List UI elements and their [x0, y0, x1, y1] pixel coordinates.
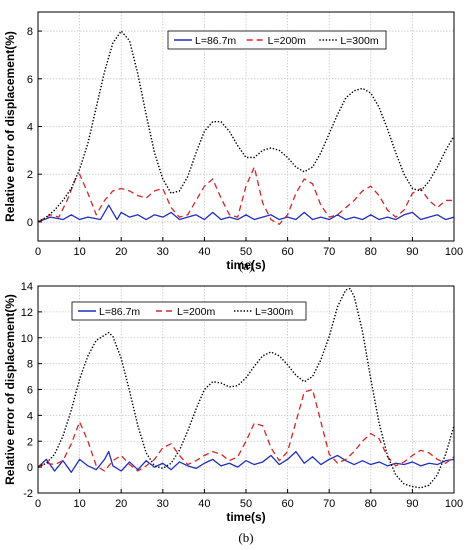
- series-line-l-86-7m: [38, 450, 454, 473]
- y-tick-label: 8: [27, 359, 33, 371]
- legend-box: [167, 30, 387, 50]
- x-tick-label: 90: [406, 246, 418, 258]
- y-ticks-b: -2 0 2 4 6 8 10 12 14: [21, 281, 42, 500]
- y-tick-label: 4: [27, 410, 33, 422]
- legend-a: L=86.7m L=200m L=300m: [167, 30, 387, 50]
- caption-a: (a): [239, 258, 253, 273]
- legend-entry: L=300m: [255, 306, 293, 318]
- x-tick-label: 60: [281, 246, 293, 258]
- series-line-l-86-7m: [38, 204, 454, 223]
- x-axis-label-a: time(s): [226, 258, 265, 272]
- y-tick-label: 6: [27, 385, 33, 397]
- x-ticks-b: 0 10 20 30 40 50 60 70 80 90 100: [35, 489, 463, 510]
- x-tick-label: 90: [406, 498, 418, 510]
- x-tick-label: 40: [198, 498, 210, 510]
- y-tick-label: 10: [21, 333, 33, 345]
- y-tick-label: 6: [27, 74, 33, 86]
- y-tick-label: 0: [27, 462, 33, 474]
- y-tick-label: 2: [27, 169, 33, 181]
- x-tick-label: 70: [323, 246, 335, 258]
- x-tick-label: 80: [365, 246, 377, 258]
- x-tick-label: 30: [157, 498, 169, 510]
- y-tick-label: 8: [27, 26, 33, 38]
- x-tick-label: 100: [445, 498, 463, 510]
- x-tick-label: 100: [445, 246, 463, 258]
- x-tick-label: 70: [323, 498, 335, 510]
- x-tick-label: 50: [240, 498, 252, 510]
- legend-b: L=86.7m L=200m L=300m: [71, 301, 307, 321]
- y-tick-label: 2: [27, 436, 33, 448]
- legend-box: [71, 301, 307, 321]
- legend-entry: L=200m: [177, 306, 215, 318]
- legend-entry: L=86.7m: [99, 306, 140, 318]
- legend-entry: L=200m: [268, 35, 306, 47]
- y-tick-label: 14: [21, 281, 33, 293]
- series-line-l-300m: [38, 30, 454, 223]
- series-line-l-200m: [38, 166, 454, 225]
- x-tick-label: 50: [240, 246, 252, 258]
- x-tick-label: 10: [73, 498, 85, 510]
- x-tick-label: 0: [35, 246, 41, 258]
- series-line-l-200m: [38, 388, 454, 472]
- legend-entry: L=86.7m: [195, 35, 236, 47]
- x-tick-label: 20: [115, 498, 127, 510]
- y-tick-label: 4: [27, 122, 33, 134]
- x-tick-label: 60: [281, 498, 293, 510]
- x-tick-label: 40: [198, 246, 210, 258]
- series-line-l-300m: [38, 287, 454, 489]
- legend-entry: L=300m: [340, 35, 378, 47]
- x-axis-label-b: time(s): [226, 510, 265, 524]
- x-tick-label: 0: [35, 498, 41, 510]
- y-axis-label-b: Relative error of displacement(%): [3, 294, 17, 485]
- x-ticks-a: 0 10 20 30 40 50 60 70 80 90 100: [35, 237, 463, 258]
- x-tick-label: 10: [73, 246, 85, 258]
- y-tick-label: 12: [21, 307, 33, 319]
- y-ticks-a: 0 2 4 6 8: [27, 26, 42, 229]
- x-tick-label: 80: [365, 498, 377, 510]
- series-group-a: [38, 30, 454, 225]
- y-tick-label: 0: [27, 217, 33, 229]
- caption-b: (b): [238, 530, 253, 545]
- series-group-b: [38, 287, 454, 489]
- chart-panel-a: 0 10 20 30 40 50 60 70 80 90 100 0 2 4 6 8 time(s) Rel…: [3, 11, 463, 273]
- x-tick-label: 20: [115, 246, 127, 258]
- x-tick-label: 30: [157, 246, 169, 258]
- y-tick-label: -2: [23, 488, 33, 500]
- y-axis-label-a: Relative error of displacement(%): [3, 31, 17, 222]
- grid-a: [37, 12, 455, 241]
